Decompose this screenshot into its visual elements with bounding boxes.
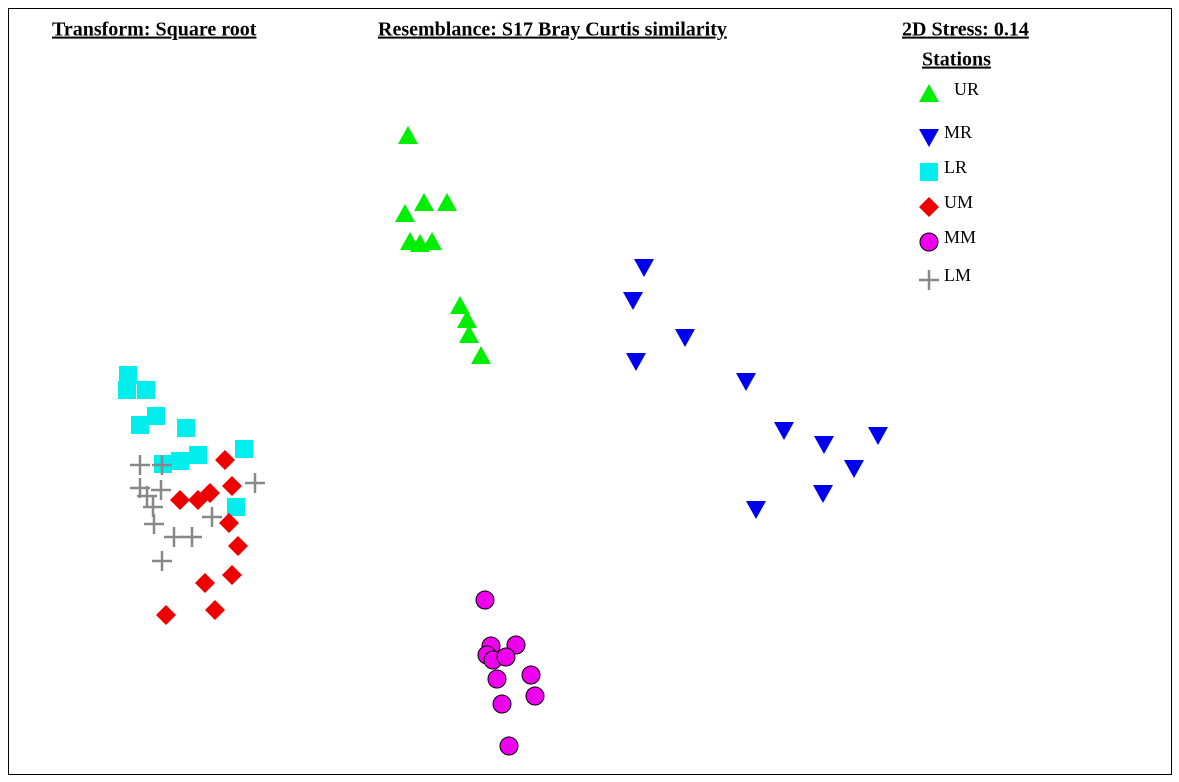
point — [177, 419, 195, 437]
point — [151, 480, 171, 500]
point — [131, 416, 149, 434]
point — [205, 600, 225, 620]
legend-label: LR — [944, 157, 967, 177]
resemblance-label: Resemblance: S17 Bray Curtis similarity — [378, 19, 727, 41]
point — [144, 514, 164, 534]
point — [675, 329, 695, 347]
point — [170, 490, 190, 510]
point — [746, 501, 766, 519]
point — [156, 605, 176, 625]
legend-marker — [919, 197, 939, 217]
point — [525, 686, 545, 706]
point — [457, 310, 477, 328]
point — [471, 346, 491, 364]
stress-label: 2D Stress: 0.14 — [902, 19, 1029, 41]
point — [623, 292, 643, 310]
point — [130, 455, 150, 475]
point — [189, 446, 207, 464]
point — [245, 473, 265, 493]
legend-marker — [919, 232, 939, 252]
point — [459, 325, 479, 343]
legend-label: UR — [954, 79, 979, 99]
point — [492, 694, 512, 714]
point — [152, 551, 172, 571]
point — [774, 422, 794, 440]
point — [202, 507, 222, 527]
point — [171, 452, 189, 470]
point — [195, 573, 215, 593]
point — [422, 232, 442, 250]
point — [137, 486, 157, 506]
legend-label: MR — [944, 122, 972, 142]
point — [395, 204, 415, 222]
point — [626, 353, 646, 371]
point — [219, 513, 239, 533]
point — [634, 259, 654, 277]
legend-marker — [919, 84, 939, 102]
point — [814, 436, 834, 454]
legend-marker — [919, 270, 939, 290]
point — [227, 498, 245, 516]
point — [235, 440, 253, 458]
legend-label: UM — [944, 192, 973, 212]
legend-label: MM — [944, 227, 976, 247]
point — [736, 373, 756, 391]
point — [222, 565, 242, 585]
point — [143, 497, 163, 517]
legend-title: Stations — [922, 49, 991, 71]
point — [475, 590, 495, 610]
point — [200, 483, 220, 503]
frame — [8, 8, 1172, 775]
point — [499, 736, 519, 756]
point — [398, 126, 418, 144]
point — [137, 381, 155, 399]
point — [119, 366, 137, 384]
point — [437, 193, 457, 211]
point — [182, 527, 202, 547]
legend-marker — [920, 163, 938, 181]
point — [222, 476, 242, 496]
point — [844, 460, 864, 478]
point — [414, 193, 434, 211]
point — [868, 427, 888, 445]
point — [228, 536, 248, 556]
legend-marker — [919, 129, 939, 147]
point — [496, 647, 516, 667]
point — [147, 407, 165, 425]
point — [215, 450, 235, 470]
legend-label: LM — [944, 265, 971, 285]
point — [521, 665, 541, 685]
transform-label: Transform: Square root — [52, 19, 257, 41]
point — [118, 381, 136, 399]
point — [152, 455, 172, 475]
point — [487, 669, 507, 689]
point — [164, 527, 184, 547]
point — [813, 485, 833, 503]
point — [450, 296, 470, 314]
